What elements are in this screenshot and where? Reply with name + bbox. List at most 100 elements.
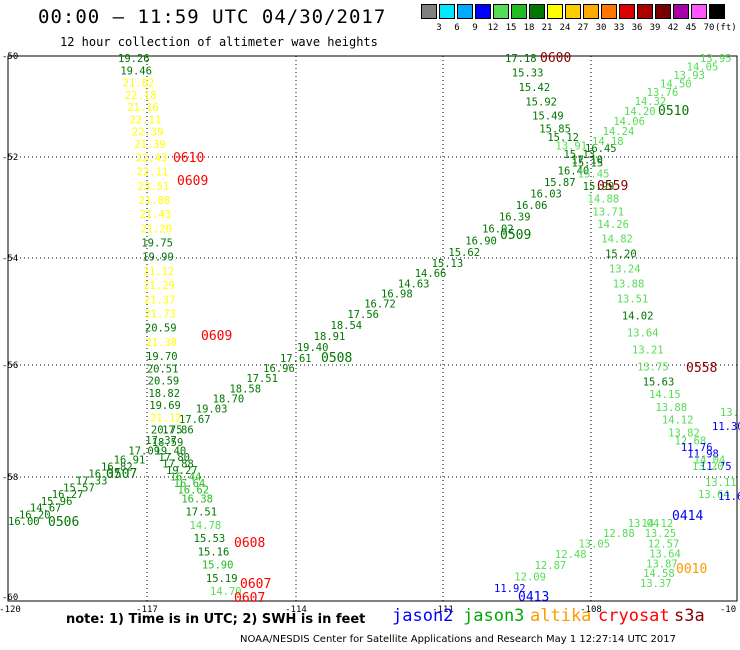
scale-swatch — [439, 4, 455, 19]
track-diagonal-value: 14.63 — [398, 278, 430, 290]
track-vertical-value: 18.82 — [148, 388, 180, 400]
track-se-value: 14.12 — [642, 518, 674, 530]
time-tag: 0010 — [676, 562, 707, 577]
track-north-value: 15.12 — [547, 132, 579, 144]
track-north-value: 14.26 — [597, 219, 629, 231]
lon-tick-label: -114 — [285, 605, 307, 615]
track-ne-value: 14.50 — [660, 78, 692, 90]
legend-jason2: jason2 — [392, 606, 454, 626]
time-tag: 0559 — [597, 179, 628, 194]
track-north-value: 14.15 — [649, 389, 681, 401]
scale-label: 21 — [541, 23, 553, 33]
scale-swatch — [475, 4, 491, 19]
track-north-value: 17.18 — [505, 53, 537, 65]
lon-tick-label: -111 — [432, 605, 454, 615]
track-north-value: 15.92 — [525, 96, 557, 108]
track-se-value: 11.92 — [494, 583, 526, 595]
track-north-value: 13.88 — [613, 278, 645, 290]
track-north-value: 11.98 — [687, 448, 719, 460]
track-vertical-value: 21.29 — [143, 280, 175, 292]
scale-swatch — [529, 4, 545, 19]
scale-label: 18 — [523, 23, 535, 33]
track-north-value: 13.71 — [592, 206, 624, 218]
track-diagonal-value: 17.09 — [128, 446, 160, 458]
track-vertical-value: 22.18 — [125, 90, 157, 102]
track-diagonal-value: 17.61 — [280, 353, 312, 365]
track-diagonal-value: 16.27 — [52, 489, 84, 501]
track-diagonal-value: 17.37 — [145, 435, 177, 447]
scale-label: 15 — [505, 23, 517, 33]
track-vertical-value: 19.27 — [166, 465, 198, 477]
scale-swatch — [709, 4, 725, 19]
track-diagonal-value: 16.90 — [465, 235, 497, 247]
track-vertical-value: 20.59 — [148, 376, 180, 388]
track-vertical-value: 21.16 — [127, 102, 159, 114]
right-edge-value: 13.11 — [705, 477, 737, 489]
track-ne-value: 13.93 — [673, 70, 705, 82]
track-diagonal-value: 18.91 — [314, 331, 346, 343]
track-vertical-value: 21.37 — [144, 294, 176, 306]
track-vertical-value: 16.44 — [170, 472, 202, 484]
lon-tick-label: -10 — [720, 605, 736, 615]
lat-tick-label: -56 — [2, 361, 18, 371]
track-north-value: 15.85 — [539, 123, 571, 135]
lon-tick-label: -117 — [136, 605, 158, 615]
legend-cryosat: cryosat — [598, 606, 670, 626]
track-vertical-value: 19.26 — [118, 53, 150, 65]
track-north-value: 14.88 — [588, 194, 620, 206]
scale-label: 70 — [703, 23, 715, 33]
track-diagonal-value: 17.10 — [571, 154, 603, 166]
time-tag: 0509 — [500, 228, 531, 243]
time-tag: 0414 — [672, 509, 703, 524]
track-se-value: 12.48 — [555, 549, 587, 561]
track-diagonal-value: 16.96 — [263, 363, 295, 375]
track-diagonal-value: 16.40 — [558, 166, 590, 178]
track-north-value: 15.13 — [563, 149, 595, 161]
scale-label: 36 — [631, 23, 643, 33]
scale-label: 27 — [577, 23, 589, 33]
track-ne-value: 14.18 — [592, 136, 624, 148]
track-vertical-value: 22.43 — [136, 152, 168, 164]
track-se-value: 13.87 — [646, 558, 678, 570]
track-diagonal-value: 16.06 — [516, 200, 548, 212]
track-north-value: 12.68 — [675, 436, 707, 448]
scale-swatch — [637, 4, 653, 19]
track-diagonal-value: 16.82 — [101, 461, 133, 473]
track-diagonal-value: 17.33 — [76, 475, 108, 487]
lat-tick-label: -52 — [2, 153, 18, 163]
track-vertical-value: 21.38 — [145, 337, 177, 349]
track-diagonal-value: 17.86 — [162, 425, 194, 437]
right-edge-value: 13.20 — [692, 461, 724, 473]
track-diagonal-value: 15.62 — [448, 247, 480, 259]
track-vertical-value: 15.16 — [198, 546, 230, 558]
track-se-value: 14.58 — [643, 568, 675, 580]
legend-s3a: s3a — [674, 606, 705, 626]
page-title: 00:00 – 11:59 UTC 04/30/2017 — [38, 6, 387, 28]
track-north-value: 13.75 — [637, 361, 669, 373]
track-north-value: 13.21 — [632, 344, 664, 356]
right-edge-value: 11.63 — [718, 491, 740, 503]
lon-tick-label: -108 — [580, 605, 602, 615]
time-tag: 0609 — [177, 174, 208, 189]
time-tag: 0609 — [201, 329, 232, 344]
track-se-value: 13.64 — [649, 548, 681, 560]
scale-swatch — [583, 4, 599, 19]
track-vertical-value: 20.59 — [145, 323, 177, 335]
track-ne-value: 14.24 — [603, 126, 635, 138]
scale-label: 24 — [559, 23, 571, 33]
track-north-value: 14.12 — [662, 415, 694, 427]
track-vertical-value: 19.75 — [141, 238, 173, 250]
track-north-value: 15.49 — [532, 111, 564, 123]
track-north-value: 11.75 — [700, 461, 732, 473]
right-edge-value: 13.64 — [698, 489, 730, 501]
track-vertical-value: 19.70 — [146, 351, 178, 363]
track-diagonal-value: 17.56 — [347, 309, 379, 321]
track-diagonal-value: 18.58 — [229, 383, 261, 395]
legend-jason3: jason3 — [463, 606, 525, 626]
scale-label: 3 — [436, 23, 442, 33]
scale-label: 9 — [472, 23, 478, 33]
track-diagonal-value: 18.70 — [213, 393, 245, 405]
lat-tick-label: -60 — [2, 593, 18, 603]
track-vertical-value: 15.53 — [194, 533, 226, 545]
track-se-value: 12.57 — [648, 538, 680, 550]
